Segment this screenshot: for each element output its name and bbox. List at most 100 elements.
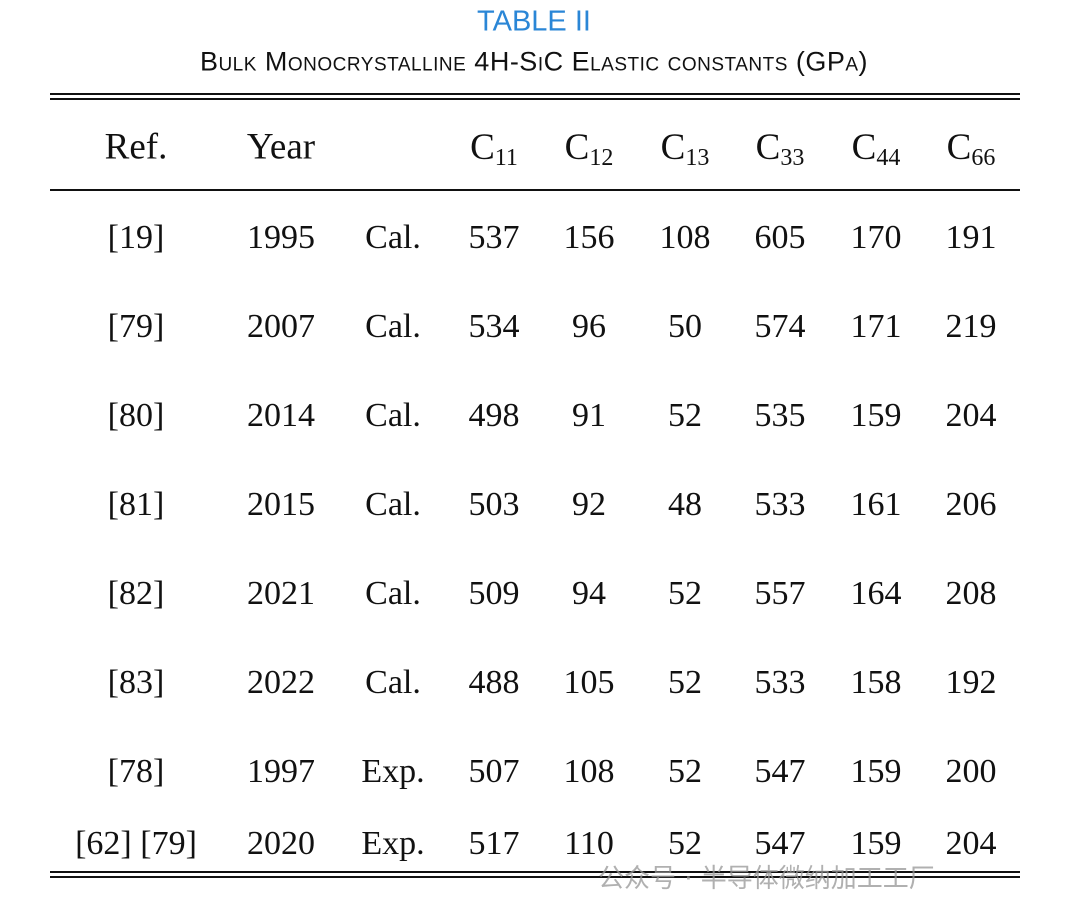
rule [50,93,1020,95]
rule [50,98,1020,100]
table-cell: [19] [107,219,165,256]
table-cell: 94 [572,575,606,612]
table-cell: 537 [468,219,520,256]
table-cell: 488 [468,664,520,701]
rule [50,876,1020,878]
table-cell: 192 [945,664,997,701]
table-cell: 219 [945,308,997,345]
header-cell: C13 [661,126,710,172]
table-cell: 547 [754,825,806,862]
table-cell: 159 [850,825,902,862]
watermark: 公众号 · 半导体微纳加工工厂 [598,864,935,894]
table-cell: 2022 [247,664,315,701]
table-cell: Cal. [365,219,421,256]
table-title: TABLE II [477,5,591,38]
rule [50,189,1020,191]
table-cell: 1997 [247,753,315,790]
table-cell: 159 [850,397,902,434]
table-cell: [78] [107,753,165,790]
table-cell: 156 [563,219,615,256]
header-cell: C33 [756,126,805,172]
rule [50,871,1020,873]
table-cell: 498 [468,397,520,434]
table-cell: 507 [468,753,520,790]
table-cell: 110 [564,825,614,862]
table-cell: 605 [754,219,806,256]
header-cell: Ref. [104,126,168,168]
table-cell: 204 [945,825,997,862]
table-cell: 533 [754,486,806,523]
table-cell: 91 [572,397,606,434]
table-cell: 208 [945,575,997,612]
table-cell: 108 [659,219,711,256]
table-cell: 206 [945,486,997,523]
symbol: C [470,127,495,168]
table-cell: 517 [468,825,520,862]
table-cell: [81] [107,486,165,523]
table-cell: 164 [850,575,902,612]
table-cell: [82] [107,575,165,612]
table-cell: Exp. [361,753,425,790]
table-cell: 2007 [247,308,315,345]
table-cell: [83] [107,664,165,701]
table-cell: 574 [754,308,806,345]
symbol: C [660,127,686,168]
table-cell: [79] [107,308,165,345]
symbol: C [564,127,590,168]
table-cell: 108 [563,753,615,790]
table-cell: Cal. [365,664,421,701]
table-cell: 170 [850,219,902,256]
subscript: 11 [494,145,518,171]
symbol: C [946,127,972,168]
table-cell: 1995 [247,219,315,256]
table-cell: 535 [754,397,806,434]
table-cell: 159 [850,753,902,790]
subscript: 13 [685,145,710,171]
subscript: 33 [780,145,805,171]
table-cell: Cal. [365,308,421,345]
table-cell: 534 [468,308,520,345]
header-cell: C44 [852,126,901,172]
table-cell: 557 [754,575,806,612]
table-cell: 533 [754,664,806,701]
table-cell: 92 [572,486,606,523]
table-cell: 200 [945,753,997,790]
table-cell: 52 [668,575,702,612]
table-cell: 105 [563,664,615,701]
table-cell: 191 [945,219,997,256]
table-cell: 547 [754,753,806,790]
table-cell: Exp. [361,825,425,862]
subscript: 66 [971,145,996,171]
table-cell: Cal. [365,486,421,523]
subscript: 44 [876,145,901,171]
table-cell: 52 [668,664,702,701]
table-cell: 509 [468,575,520,612]
table-cell: Cal. [365,397,421,434]
header-cell: Year [246,126,316,168]
table-cell: [62] [79] [75,825,197,862]
symbol: C [755,127,781,168]
table-cell: 50 [668,308,702,345]
table-cell: 2020 [247,825,315,862]
table-cell: [80] [107,397,165,434]
table-cell: 2015 [247,486,315,523]
header-cell: C66 [947,126,996,172]
header-cell: C11 [470,126,518,172]
table-cell: Cal. [365,575,421,612]
table-cell: 52 [668,825,702,862]
table-cell: 204 [945,397,997,434]
subscript: 12 [589,145,614,171]
table-cell: 158 [850,664,902,701]
header-cell: C12 [565,126,614,172]
table-cell: 48 [668,486,702,523]
table-cell: 161 [850,486,902,523]
symbol: C [851,127,877,168]
table-caption: Bulk Monocrystalline 4H-SiC Elastic cons… [199,46,869,77]
table-cell: 52 [668,397,702,434]
table-cell: 52 [668,753,702,790]
table-cell: 171 [850,308,902,345]
table-cell: 2014 [247,397,315,434]
table-cell: 503 [468,486,520,523]
table-cell: 96 [572,308,606,345]
